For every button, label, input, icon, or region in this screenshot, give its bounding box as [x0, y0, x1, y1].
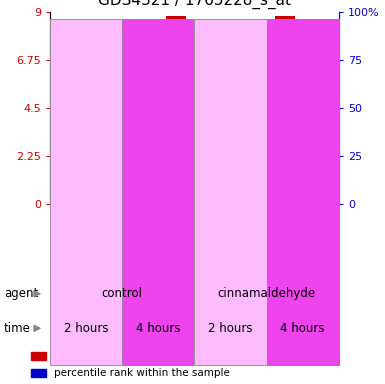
Text: control: control — [102, 287, 143, 300]
Text: cinnamaldehyde: cinnamaldehyde — [218, 287, 316, 300]
Bar — [194, 204, 231, 276]
Point — [101, 152, 107, 159]
Text: GSM999251: GSM999251 — [280, 213, 289, 267]
Text: GSM999250: GSM999250 — [244, 213, 253, 267]
Point — [246, 101, 252, 107]
Text: 4 hours: 4 hours — [136, 322, 181, 335]
Text: transformed count: transformed count — [54, 351, 151, 361]
Text: 2 hours: 2 hours — [208, 322, 253, 335]
Bar — [86, 204, 122, 276]
Bar — [203, 84, 223, 204]
Bar — [131, 60, 150, 204]
Point — [318, 37, 324, 43]
Bar — [166, 16, 186, 204]
Point — [65, 133, 71, 139]
Title: GDS4321 / 1765228_s_at: GDS4321 / 1765228_s_at — [98, 0, 291, 9]
Text: agent: agent — [4, 287, 38, 300]
Text: GSM999246: GSM999246 — [100, 213, 109, 267]
Bar — [58, 129, 78, 204]
Bar — [266, 204, 303, 276]
Point — [173, 28, 179, 34]
Text: GSM999245: GSM999245 — [64, 213, 73, 267]
Bar — [31, 369, 46, 377]
Bar — [94, 137, 114, 204]
Bar — [122, 204, 158, 276]
Bar — [239, 108, 258, 204]
Text: 4 hours: 4 hours — [280, 322, 325, 335]
Bar — [50, 204, 86, 276]
Text: 2 hours: 2 hours — [64, 322, 109, 335]
Bar — [31, 352, 46, 360]
Point — [209, 70, 216, 76]
Bar — [303, 204, 339, 276]
Point — [281, 31, 288, 38]
Text: GSM999252: GSM999252 — [316, 213, 325, 267]
Text: GSM999248: GSM999248 — [172, 213, 181, 267]
Text: time: time — [4, 322, 31, 335]
Text: GSM999247: GSM999247 — [136, 213, 145, 267]
Text: GSM999249: GSM999249 — [208, 213, 217, 267]
Point — [137, 37, 143, 43]
Bar — [231, 204, 266, 276]
Bar — [311, 22, 331, 204]
Bar — [275, 16, 295, 204]
Bar — [158, 204, 194, 276]
Text: percentile rank within the sample: percentile rank within the sample — [54, 368, 230, 378]
